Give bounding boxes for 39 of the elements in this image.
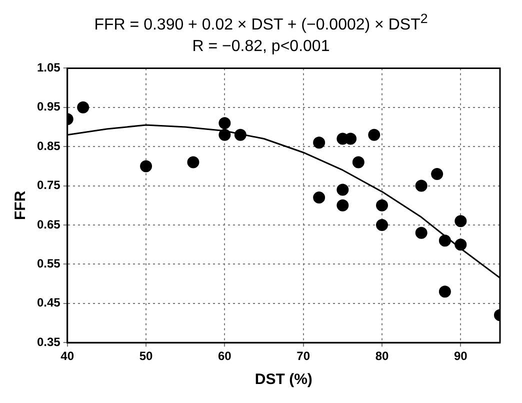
point	[431, 168, 444, 180]
point	[140, 160, 152, 173]
point	[313, 192, 326, 204]
x-tick-label: 60	[218, 349, 232, 364]
point	[454, 215, 467, 228]
y-tick-label: 0.85	[36, 139, 61, 154]
x-tick-label: 70	[296, 349, 310, 364]
x-tick-label: 40	[60, 349, 74, 364]
point	[313, 137, 326, 150]
point	[234, 129, 246, 142]
point	[77, 102, 90, 114]
point	[376, 219, 388, 232]
x-axis-title: DST (%)	[254, 371, 312, 388]
point	[376, 200, 388, 212]
point	[368, 129, 380, 142]
point	[415, 180, 428, 192]
y-tick-label: 1.05	[36, 60, 61, 75]
y-tick-label: 0.45	[36, 296, 61, 310]
x-tick-label: 50	[139, 349, 154, 364]
y-tick-label: 0.35	[36, 335, 61, 350]
point	[218, 129, 231, 142]
point	[438, 235, 451, 248]
chart-subtitle: R = −0.82, p<0.001	[191, 37, 331, 58]
y-tick-label: 0.75	[36, 178, 61, 192]
chart-title: FFR = 0.390 + 0.02 × DST + (−0.0002) × DST$^{2}$	[93, 10, 429, 36]
y-tick-label: 0.65	[36, 218, 61, 232]
y-tick-label: 0.55	[36, 256, 61, 271]
point	[336, 184, 349, 196]
y-tick-label: 0.95	[36, 100, 61, 114]
point	[187, 156, 200, 169]
point	[336, 200, 349, 212]
point	[454, 238, 467, 251]
point	[415, 227, 428, 240]
point	[438, 286, 451, 298]
x-tick-label: 90	[454, 349, 468, 364]
x-tick-label: 80	[375, 349, 389, 364]
y-axis-title: FFR	[12, 190, 30, 220]
point	[218, 117, 231, 130]
point	[352, 156, 364, 169]
